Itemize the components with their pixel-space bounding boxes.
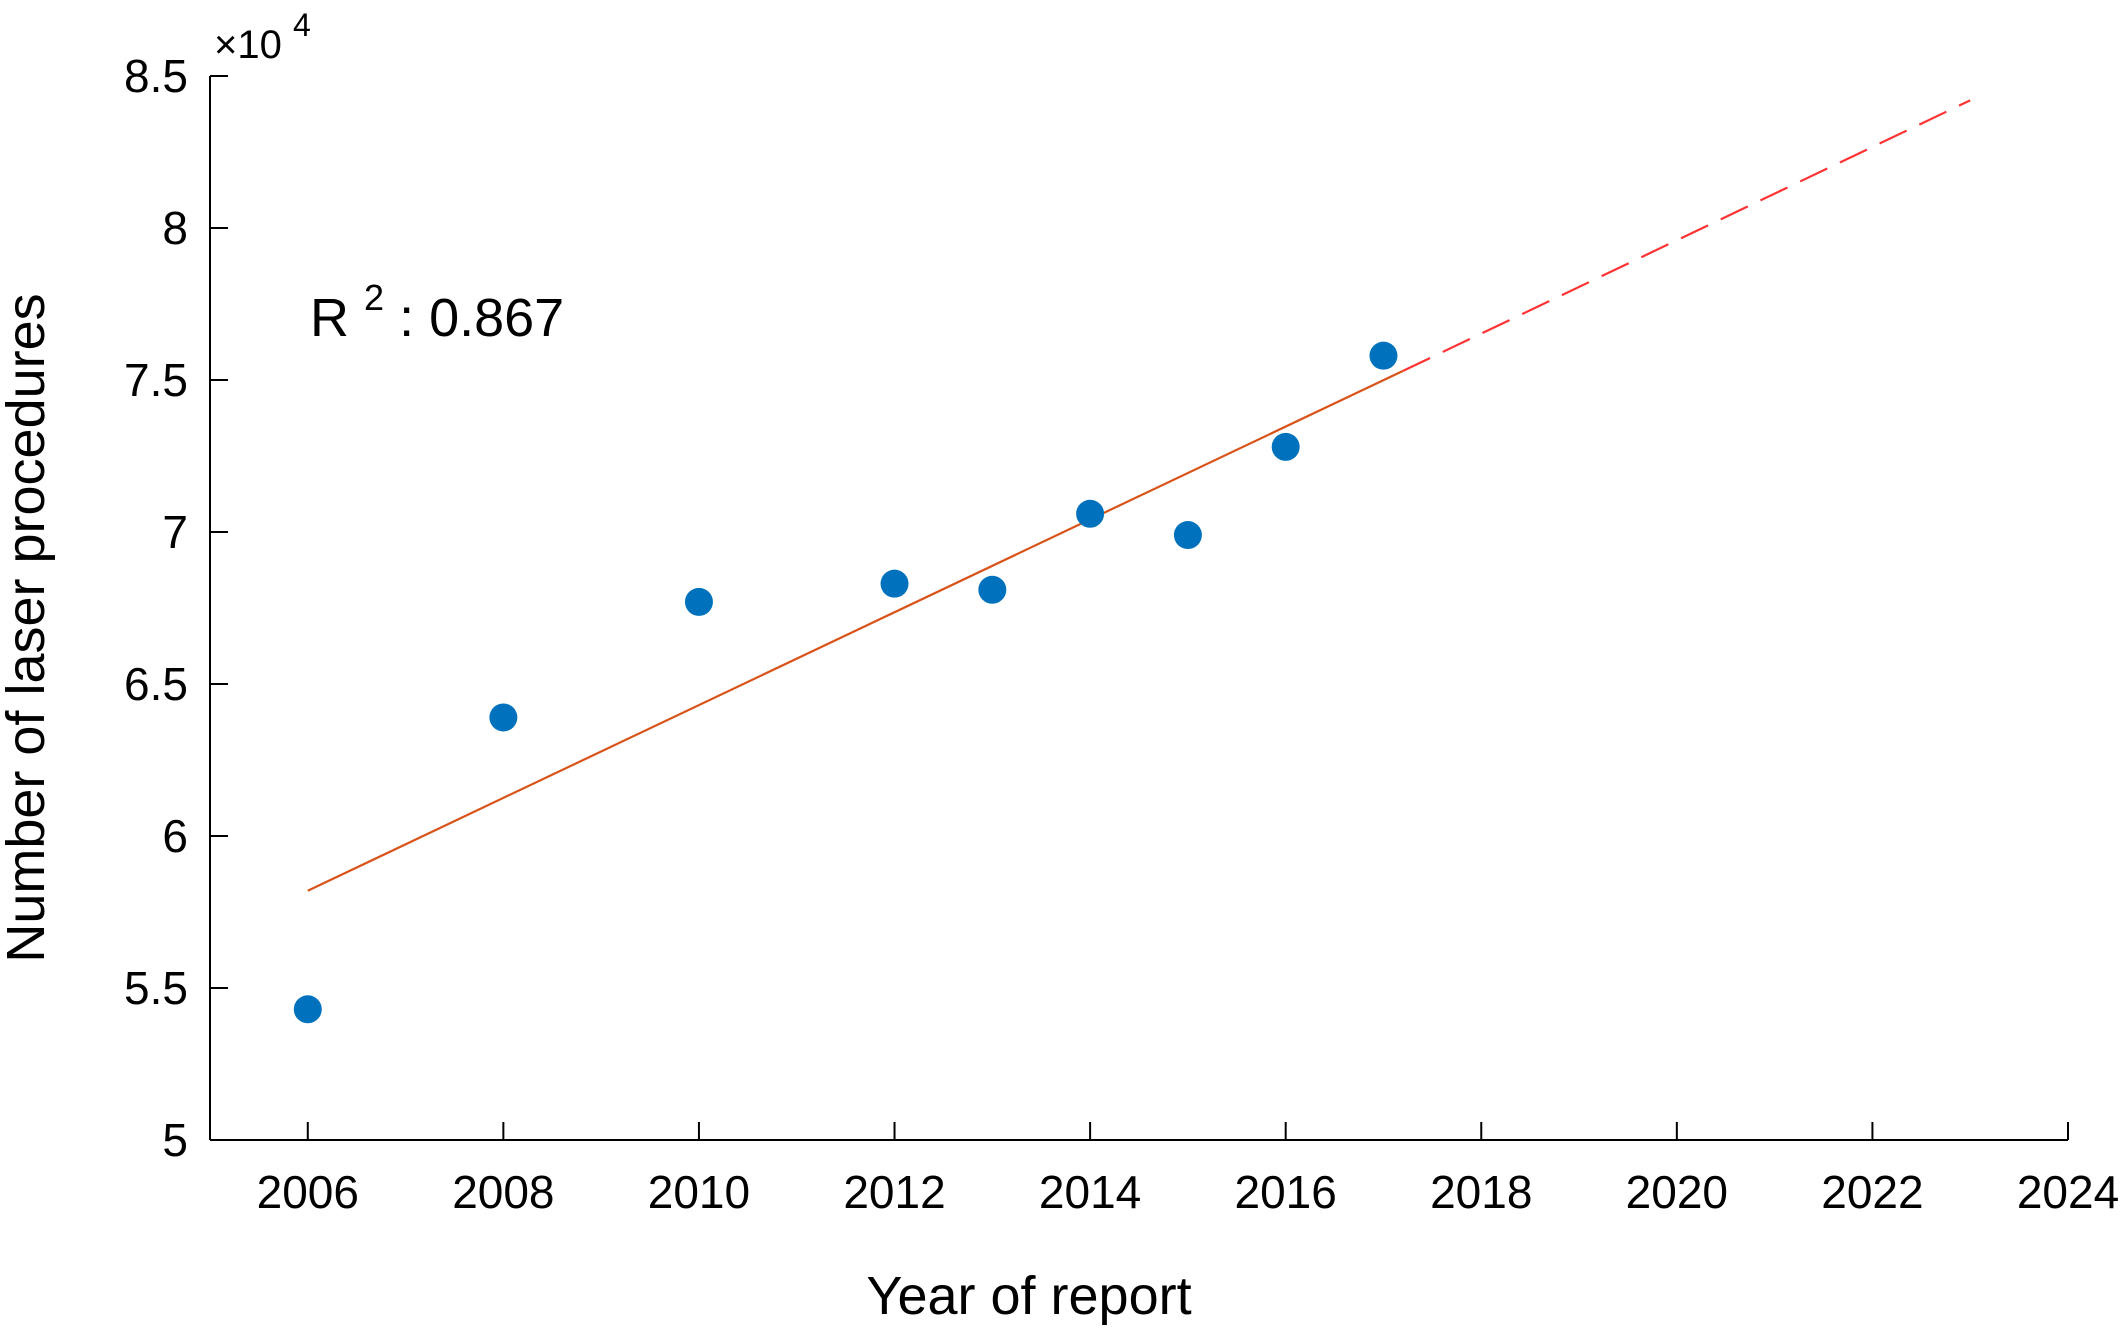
data-points (293, 341, 1398, 1024)
data-point (1271, 432, 1300, 461)
x-tick-label: 2022 (1821, 1166, 1923, 1218)
y-tick-label: 7 (162, 506, 188, 558)
labels: Year of report Number of laser procedure… (0, 7, 1192, 1326)
data-point (978, 575, 1007, 604)
y-exponent-power: 4 (293, 7, 311, 43)
r-squared-annotation: R 2 : 0.867 (310, 262, 564, 348)
x-tick-label: 2016 (1235, 1166, 1337, 1218)
x-tick-label: 2020 (1626, 1166, 1728, 1218)
y-tick-label: 6 (162, 810, 188, 862)
r-squared-prefix: R (310, 288, 349, 348)
x-tick-label: 2012 (843, 1166, 945, 1218)
axis-ticks: 2006 2008 2010 2012 2014 2016 2018 2020 2022 2024… (124, 50, 2119, 1218)
x-axis-label: Year of report (866, 1266, 1191, 1326)
x-tick-label: 2014 (1039, 1166, 1141, 1218)
fit-line (307, 369, 1404, 892)
r-squared-value: : 0.867 (399, 288, 564, 348)
y-tick-label: 8 (162, 202, 188, 254)
y-tick-label: 8.5 (124, 50, 188, 102)
data-point (684, 587, 713, 616)
projection-line (1402, 99, 1971, 372)
x-tick-label: 2018 (1430, 1166, 1532, 1218)
y-tick-label: 5 (162, 1114, 188, 1166)
x-tick-label: 2024 (2017, 1166, 2119, 1218)
data-point (489, 703, 518, 732)
x-tick-label: 2006 (257, 1166, 359, 1218)
data-point (1076, 499, 1105, 528)
x-tick-label: 2008 (452, 1166, 554, 1218)
y-axis-label: Number of laser procedures (0, 293, 56, 962)
x-tick-label: 2010 (648, 1166, 750, 1218)
data-point (880, 569, 909, 598)
y-exponent-base: ×10 (214, 23, 282, 67)
y-tick-label: 6.5 (124, 658, 188, 710)
y-tick-label: 7.5 (124, 354, 188, 406)
series-lines (307, 99, 1971, 892)
data-point (293, 995, 322, 1024)
y-axis-exponent-label: ×10 4 (214, 7, 311, 67)
data-point (1173, 521, 1202, 550)
r-squared-power: 2 (364, 277, 384, 318)
data-point (1369, 341, 1398, 370)
y-tick-label: 5.5 (124, 962, 188, 1014)
axes (209, 76, 2068, 1141)
